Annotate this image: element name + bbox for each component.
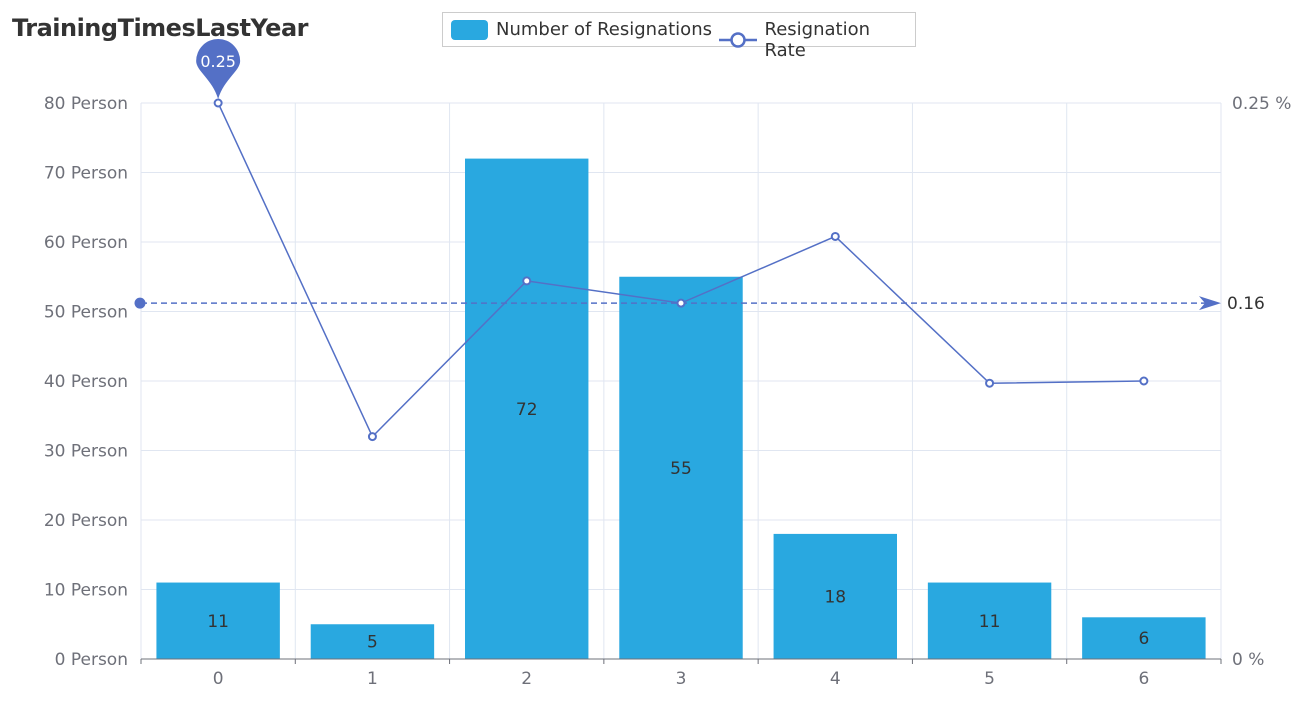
- mark-line-start-dot: [134, 297, 146, 309]
- x-tick-label: 1: [367, 669, 378, 689]
- mark-point-label: 0.25: [200, 52, 236, 71]
- bar-value-label: 11: [979, 612, 1001, 632]
- rate-point: [213, 98, 223, 108]
- legend-bar-swatch: [451, 19, 488, 40]
- legend-line-label: Resignation Rate: [764, 19, 871, 61]
- x-tick-label: 3: [676, 669, 687, 689]
- y-left-tick-label: 30 Person: [44, 442, 128, 462]
- x-tick-label: 4: [830, 669, 841, 689]
- bar: [1082, 617, 1206, 659]
- mark-point-pin: [196, 39, 241, 99]
- bar: [773, 533, 897, 659]
- y-left-tick-label: 0 Person: [55, 650, 128, 670]
- x-tick-label: 2: [521, 669, 532, 689]
- bar-value-label: 11: [207, 612, 229, 632]
- mark-line-label: 0.16: [1227, 294, 1265, 314]
- y-left-tick-label: 60 Person: [44, 233, 128, 253]
- bar: [619, 276, 743, 659]
- mark-line-arrow: [1199, 296, 1221, 311]
- bar: [927, 582, 1052, 659]
- x-tick-label: 5: [984, 669, 995, 689]
- y-right-tick-label: 0.25 %: [1232, 94, 1291, 114]
- y-right-tick-label: 0 %: [1232, 650, 1264, 670]
- chart-title: TrainingTimesLastYear: [12, 14, 308, 42]
- y-left-tick-label: 10 Person: [44, 581, 128, 601]
- bar: [310, 624, 435, 659]
- bar-value-label: 18: [824, 587, 846, 607]
- legend-bar-label: Number of Resignations: [496, 19, 712, 40]
- legend: Number of Resignations Resignation Rate: [442, 12, 916, 61]
- bar: [156, 582, 280, 659]
- legend-line-swatch: [719, 32, 757, 48]
- bar: [465, 158, 589, 659]
- rate-point: [676, 298, 686, 308]
- y-left-tick-label: 80 Person: [44, 94, 128, 114]
- x-tick-label: 0: [213, 669, 224, 689]
- legend-item-line[interactable]: Resignation Rate: [719, 19, 915, 61]
- legend-item-bars[interactable]: Number of Resignations: [451, 19, 712, 40]
- bar-value-label: 55: [670, 459, 692, 479]
- bar-value-label: 72: [516, 400, 538, 420]
- rate-point: [522, 276, 532, 286]
- y-left-tick-label: 70 Person: [44, 164, 128, 184]
- rate-point: [367, 432, 377, 442]
- rate-point: [830, 231, 840, 241]
- bar-value-label: 6: [1138, 629, 1149, 649]
- bar-value-label: 5: [367, 633, 378, 653]
- y-left-tick-label: 20 Person: [44, 511, 128, 531]
- y-left-tick-label: 50 Person: [44, 303, 128, 323]
- x-tick-label: 6: [1138, 669, 1149, 689]
- rate-point: [1139, 376, 1149, 386]
- y-left-tick-label: 40 Person: [44, 372, 128, 392]
- rate-point: [985, 378, 995, 388]
